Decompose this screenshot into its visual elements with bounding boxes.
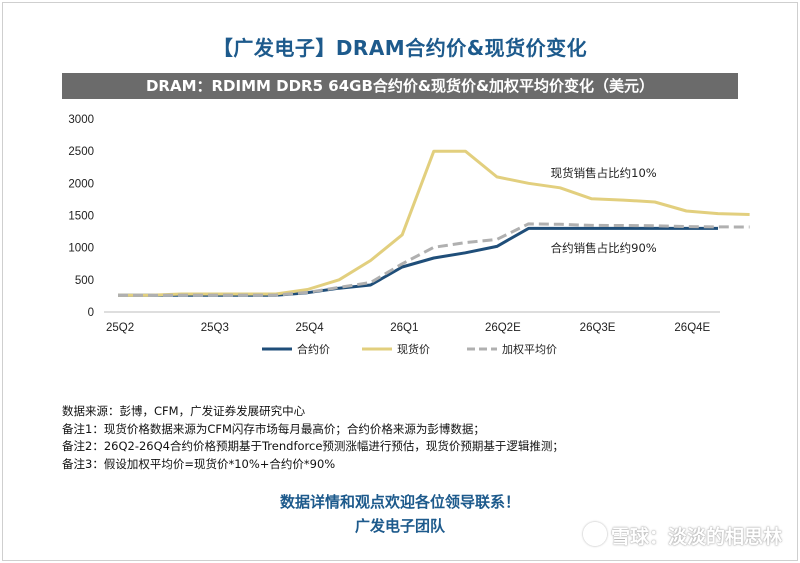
legend-label: 现货价: [397, 342, 430, 356]
notes-block: 数据来源：彭博，CFM，广发证券发展研究中心 备注1：现货价格数据来源为CFM闪…: [62, 403, 564, 473]
note-source: 数据来源：彭博，CFM，广发证券发展研究中心: [62, 404, 306, 418]
y-tick-label: 0: [88, 307, 94, 319]
y-tick-label: 3000: [68, 114, 94, 126]
page-title: 【广发电子】DRAM合约价&现货价变化: [212, 36, 588, 60]
annotation-label: 现货销售占比约10%: [551, 166, 657, 180]
x-tick-label: 26Q2E: [485, 322, 521, 334]
series-line-3: [118, 222, 750, 297]
y-tick-label: 2000: [68, 178, 94, 190]
y-tick-label: 1000: [68, 243, 94, 255]
note-3: 备注3：假设加权平均价=现货价*10%+合约价*90%: [62, 456, 336, 471]
watermark: 雪球：淡淡的相思林: [582, 522, 782, 549]
chart-title-banner: DRAM：RDIMM DDR5 64GB合约价&现货价&加权平均价变化（美元）: [62, 73, 738, 99]
x-tick-label: 26Q4E: [674, 322, 710, 334]
y-tick-label: 2500: [68, 146, 94, 158]
x-tick-label: 25Q2: [106, 322, 134, 334]
y-tick-label: 1500: [68, 211, 94, 223]
x-tick-label: 25Q3: [201, 322, 229, 334]
x-tick-label: 25Q4: [295, 322, 324, 334]
note-2: 备注2：26Q2-26Q4合约价格预期基于Trendforce预测涨幅进行预估，…: [62, 439, 564, 453]
watermark-text: 雪球：淡淡的相思林: [610, 526, 782, 548]
annotation-label: 合约销售占比约90%: [551, 241, 657, 255]
contact-block: 数据详情和观点欢迎各位领导联系！ 广发电子团队: [0, 490, 800, 538]
legend-label: 加权平均价: [502, 343, 557, 356]
team-name: 广发电子团队: [354, 517, 445, 535]
snowball-logo-icon: [582, 522, 607, 546]
x-tick-label: 26Q3E: [580, 322, 616, 334]
x-tick-label: 26Q1: [390, 322, 418, 334]
note-1: 备注1：现货价格数据来源为CFM闪存市场每月最高价；合约价格来源为彭博数据；: [62, 421, 485, 436]
contact-line: 数据详情和观点欢迎各位领导联系！: [279, 493, 520, 511]
series-line-1: [118, 226, 718, 297]
legend-label: 合约价: [297, 342, 330, 356]
y-tick-label: 500: [75, 275, 94, 287]
price-line-chart: 0 500 1000 1500 2000 2500 3000 25Q2 25Q3 25Q4 26Q1…: [68, 114, 750, 356]
